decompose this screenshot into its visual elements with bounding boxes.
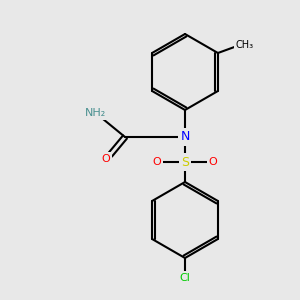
Text: CH₃: CH₃ [236, 40, 254, 50]
Text: O: O [208, 157, 217, 167]
Text: O: O [102, 154, 110, 164]
Text: N: N [180, 130, 190, 143]
Text: S: S [181, 155, 189, 169]
Text: Cl: Cl [180, 273, 190, 283]
Text: O: O [153, 157, 161, 167]
Text: NH₂: NH₂ [84, 108, 106, 118]
